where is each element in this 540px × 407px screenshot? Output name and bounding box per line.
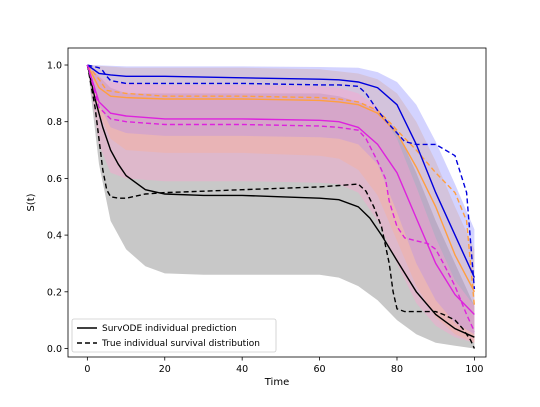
- prediction-line-1: [86, 64, 476, 293]
- y-tick-label: 1.0: [47, 61, 62, 72]
- x-tick-label: 20: [159, 364, 171, 375]
- y-tick-label: 0.2: [47, 287, 62, 298]
- confidence-band-0: [87, 65, 475, 349]
- prediction-line-2: [86, 64, 476, 278]
- y-tick-label: 0.6: [47, 174, 62, 185]
- x-tick-label: 80: [391, 364, 403, 375]
- truth-line-1: [86, 64, 476, 307]
- confidence-band-1: [87, 65, 475, 343]
- confidence-band-3: [87, 65, 475, 343]
- survival-curves: [86, 64, 476, 349]
- y-tick-label: 0.8: [47, 117, 62, 128]
- confidence-band-2: [87, 65, 475, 335]
- y-tick-label: 0.4: [47, 231, 62, 242]
- x-axis-ticks: 0 20 40 60 80 100: [84, 357, 483, 375]
- truth-line-0: [86, 64, 476, 349]
- x-tick-label: 60: [314, 364, 326, 375]
- y-tick-label: 0.0: [47, 344, 62, 355]
- legend-label-truth: True individual survival distribution: [101, 339, 260, 349]
- prediction-line-0: [86, 64, 475, 338]
- y-axis-ticks: 0.0 0.2 0.4 0.6 0.8 1.0: [47, 61, 68, 355]
- y-axis-label: S(t): [26, 193, 37, 211]
- legend: SurvODE individual prediction True indiv…: [71, 318, 277, 353]
- truth-line-2: [87, 64, 476, 290]
- prediction-line-3: [86, 64, 475, 315]
- x-tick-label: 100: [465, 364, 483, 375]
- legend-box: [71, 318, 277, 353]
- legend-label-prediction: SurvODE individual prediction: [102, 324, 237, 334]
- truth-line-3: [86, 64, 476, 332]
- x-axis-label: Time: [264, 377, 289, 388]
- x-tick-label: 40: [236, 364, 248, 375]
- confidence-bands: [87, 65, 475, 349]
- plot-frame: [67, 47, 487, 358]
- x-tick-label: 0: [84, 364, 90, 375]
